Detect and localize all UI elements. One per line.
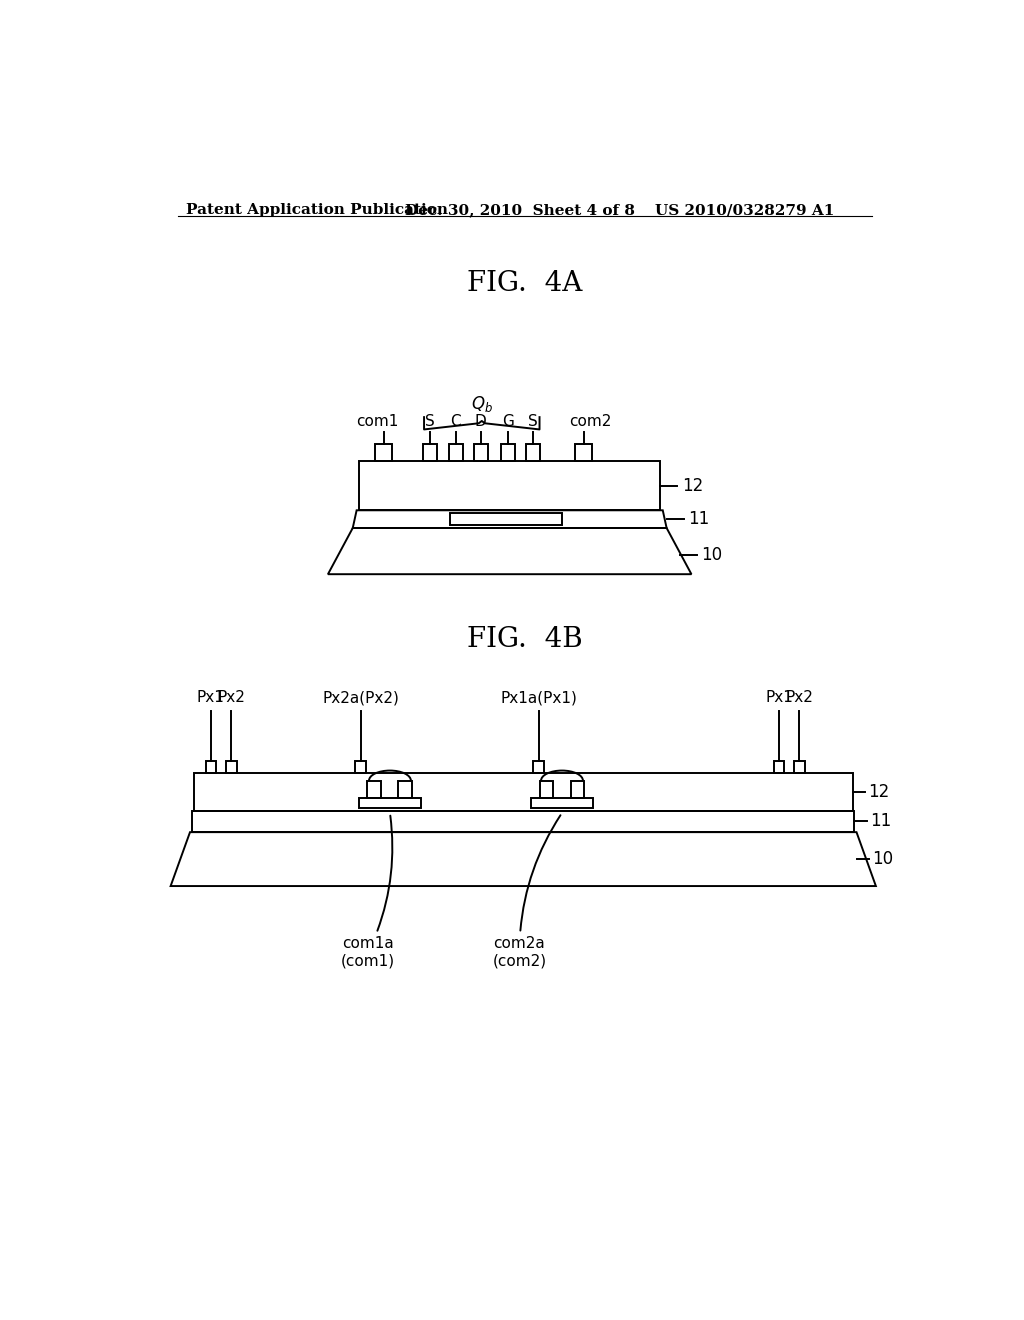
Text: S: S xyxy=(425,414,435,429)
Text: FIG.  4B: FIG. 4B xyxy=(467,626,583,653)
Text: Patent Application Publication: Patent Application Publication xyxy=(186,203,449,216)
Text: 11: 11 xyxy=(869,812,891,830)
Text: Px1: Px1 xyxy=(197,690,225,705)
Text: 11: 11 xyxy=(688,510,710,528)
Text: $Q_b$: $Q_b$ xyxy=(471,395,493,414)
Text: Px2a(Px2): Px2a(Px2) xyxy=(323,690,399,705)
Text: com2a
(com2): com2a (com2) xyxy=(493,816,560,969)
Text: Px2: Px2 xyxy=(785,690,813,705)
Text: Px2: Px2 xyxy=(217,690,245,705)
Text: 12: 12 xyxy=(682,477,703,495)
Text: com1: com1 xyxy=(356,414,398,429)
Text: Dec. 30, 2010  Sheet 4 of 8: Dec. 30, 2010 Sheet 4 of 8 xyxy=(406,203,636,216)
Text: Px1: Px1 xyxy=(765,690,793,705)
Text: US 2010/0328279 A1: US 2010/0328279 A1 xyxy=(655,203,835,216)
Text: com2: com2 xyxy=(568,414,611,429)
Text: 12: 12 xyxy=(868,783,890,801)
Text: Px1a(Px1): Px1a(Px1) xyxy=(501,690,578,705)
Text: com1a
(com1): com1a (com1) xyxy=(341,816,395,969)
Text: 10: 10 xyxy=(872,850,893,869)
Text: G: G xyxy=(502,414,514,429)
Text: S: S xyxy=(528,414,539,429)
Text: FIG.  4A: FIG. 4A xyxy=(467,271,583,297)
Text: D: D xyxy=(475,414,486,429)
Text: 10: 10 xyxy=(701,546,723,564)
Text: C: C xyxy=(451,414,461,429)
